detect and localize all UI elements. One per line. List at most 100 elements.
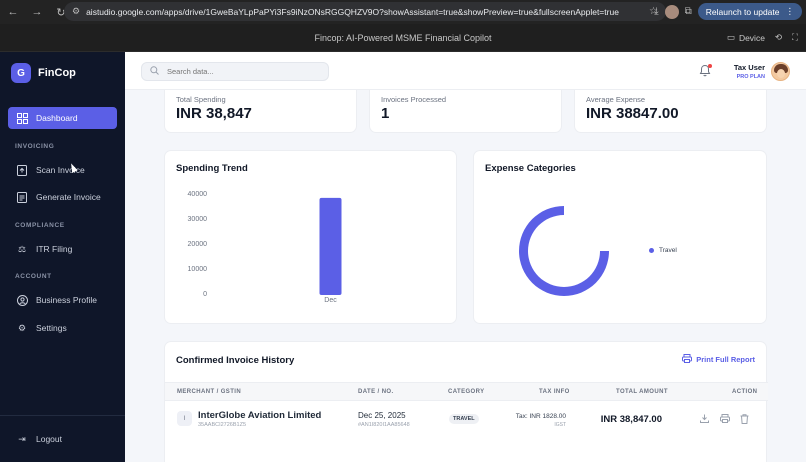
user-name: Tax User xyxy=(733,63,765,72)
expense-categories-card: Expense Categories Travel xyxy=(473,150,767,324)
bar-dec[interactable] xyxy=(319,197,342,295)
x-tick-label: Dec xyxy=(324,297,337,304)
site-settings-icon[interactable]: ⚙ xyxy=(72,6,81,16)
sidebar-divider xyxy=(0,415,125,416)
brand-name: FinCop xyxy=(38,67,76,79)
legend-dot-travel xyxy=(649,248,654,253)
app-title: Fincop: AI-Powered MSME Financial Copilo… xyxy=(314,32,492,43)
device-button[interactable]: ▭ Device xyxy=(727,32,765,43)
brand-logo: G xyxy=(11,63,31,83)
sidebar-item-generate-invoice[interactable]: Generate Invoice xyxy=(8,186,117,208)
reload-icon[interactable]: ↻ xyxy=(56,6,66,19)
relaunch-label: Relaunch to update xyxy=(705,6,780,17)
more-menu-icon: ⋮ xyxy=(785,6,795,16)
stat-value: INR 38847.00 xyxy=(586,105,679,122)
fullscreen-icon[interactable]: ⛶ xyxy=(792,32,798,42)
grid-icon xyxy=(16,112,28,124)
device-icon: ▭ xyxy=(726,32,735,42)
stat-label: Invoices Processed xyxy=(381,95,447,104)
sidebar-item-label: Settings xyxy=(36,323,67,333)
expense-donut-chart xyxy=(519,206,609,296)
relaunch-button[interactable]: Relaunch to update ⋮ xyxy=(697,3,802,20)
stat-label: Total Spending xyxy=(176,95,226,104)
scale-icon: ⚖ xyxy=(17,243,27,254)
column-header: DATE / NO. xyxy=(358,389,394,395)
print-label: Print Full Report xyxy=(696,355,755,364)
stat-value: 1 xyxy=(381,105,390,122)
gear-icon: ⚙ xyxy=(17,322,27,333)
main-content: Total Spending INR 38,847 Invoices Proce… xyxy=(125,52,806,462)
sidebar-item-itr-filing[interactable]: ⚖ ITR Filing xyxy=(8,238,117,260)
column-header: TAX INFO xyxy=(539,389,570,395)
user-plan-badge: PRO PLAN xyxy=(736,74,765,80)
spending-trend-chart: 40000 30000 20000 10000 0 Dec xyxy=(165,151,458,325)
refresh-icon[interactable]: ⟲ xyxy=(774,32,783,42)
printer-icon[interactable] xyxy=(720,414,730,425)
bookmark-star-icon[interactable]: ☆ xyxy=(649,6,658,17)
sidebar-item-label: Generate Invoice xyxy=(36,192,101,202)
sidebar: G FinCop Dashboard INVOICING Scan Invoic… xyxy=(0,52,125,462)
top-bar: Tax User PRO PLAN xyxy=(125,52,806,90)
download-icon[interactable] xyxy=(700,414,709,425)
category-badge: TRAVEL xyxy=(449,414,479,424)
nav-section-compliance: COMPLIANCE xyxy=(15,222,65,229)
nav-section-account: ACCOUNT xyxy=(15,273,52,280)
sidebar-item-label: Scan Invoice xyxy=(36,165,85,175)
sidebar-item-business-profile[interactable]: Business Profile xyxy=(8,289,117,311)
back-icon[interactable]: ← xyxy=(7,6,19,18)
search-box[interactable] xyxy=(141,62,329,81)
logout-icon: ⇥ xyxy=(18,433,26,444)
user-info[interactable]: Tax User PRO PLAN xyxy=(725,63,765,80)
card-title: Spending Trend xyxy=(176,163,248,174)
sidebar-item-settings[interactable]: ⚙ Settings xyxy=(8,317,117,339)
address-bar[interactable]: ⚙ aistudio.google.com/apps/drive/1GweBaY… xyxy=(64,2,666,21)
merchant-name: InterGlobe Aviation Limited xyxy=(198,410,322,421)
document-icon xyxy=(16,191,28,203)
avatar-hair xyxy=(774,64,788,73)
sidebar-item-dashboard[interactable]: Dashboard xyxy=(8,107,117,129)
forward-icon[interactable]: → xyxy=(31,6,43,18)
notification-bell-icon[interactable] xyxy=(699,64,712,77)
extensions-icon[interactable]: ⧉ xyxy=(684,6,692,17)
column-header: MERCHANT / GSTIN xyxy=(177,389,242,395)
donut-slice-travel[interactable] xyxy=(519,206,609,296)
column-header: ACTION xyxy=(732,389,758,395)
y-tick-label: 40000 xyxy=(187,191,207,198)
avatar[interactable] xyxy=(771,62,790,81)
total-amount: INR 38,847.00 xyxy=(600,414,662,425)
notification-dot xyxy=(708,64,712,68)
download-icon[interactable]: ⤓ xyxy=(654,6,659,17)
bar-plot-area xyxy=(319,197,342,295)
merchant-gstin: 35AABCI2726B1Z5 xyxy=(198,422,247,428)
y-tick-label: 30000 xyxy=(187,216,207,223)
invoice-date: Dec 25, 2025 xyxy=(358,411,406,420)
sidebar-item-scan-invoice[interactable]: Scan Invoice xyxy=(8,159,117,181)
card-title: Confirmed Invoice History xyxy=(176,355,295,366)
print-report-button[interactable]: Print Full Report xyxy=(682,354,755,365)
printer-icon xyxy=(682,354,693,365)
search-input[interactable] xyxy=(167,67,317,76)
trash-icon[interactable] xyxy=(740,414,749,426)
sidebar-item-label: Dashboard xyxy=(36,113,78,123)
avatar-face xyxy=(777,69,785,78)
stat-value: INR 38,847 xyxy=(176,105,252,122)
invoice-number: #AN1I820I1AA85648 xyxy=(358,422,410,428)
user-circle-icon xyxy=(16,294,28,306)
browser-toolbar: ← → ↻ ⚙ aistudio.google.com/apps/drive/1… xyxy=(0,0,806,24)
column-header: TOTAL AMOUNT xyxy=(616,389,668,395)
sidebar-item-label: Business Profile xyxy=(36,295,97,305)
profile-avatar[interactable] xyxy=(664,4,679,19)
y-tick-label: 0 xyxy=(203,291,207,298)
logout-label: Logout xyxy=(36,434,62,444)
table-header: MERCHANT / GSTIN DATE / NO. CATEGORY TAX… xyxy=(165,382,768,401)
tax-type: IGST xyxy=(554,422,566,428)
tax-amount: Tax: INR 1828.00 xyxy=(515,413,566,420)
app-title-bar: Fincop: AI-Powered MSME Financial Copilo… xyxy=(0,24,806,52)
merchant-initial-badge: I xyxy=(177,411,192,426)
logout-button[interactable]: ⇥ Logout xyxy=(8,428,117,450)
y-tick-label: 20000 xyxy=(187,241,207,248)
nav-section-invoicing: INVOICING xyxy=(15,143,55,150)
brand: G FinCop xyxy=(11,63,76,83)
legend-label-travel: Travel xyxy=(659,247,677,254)
url-text: aistudio.google.com/apps/drive/1GweBaYLp… xyxy=(86,6,619,17)
